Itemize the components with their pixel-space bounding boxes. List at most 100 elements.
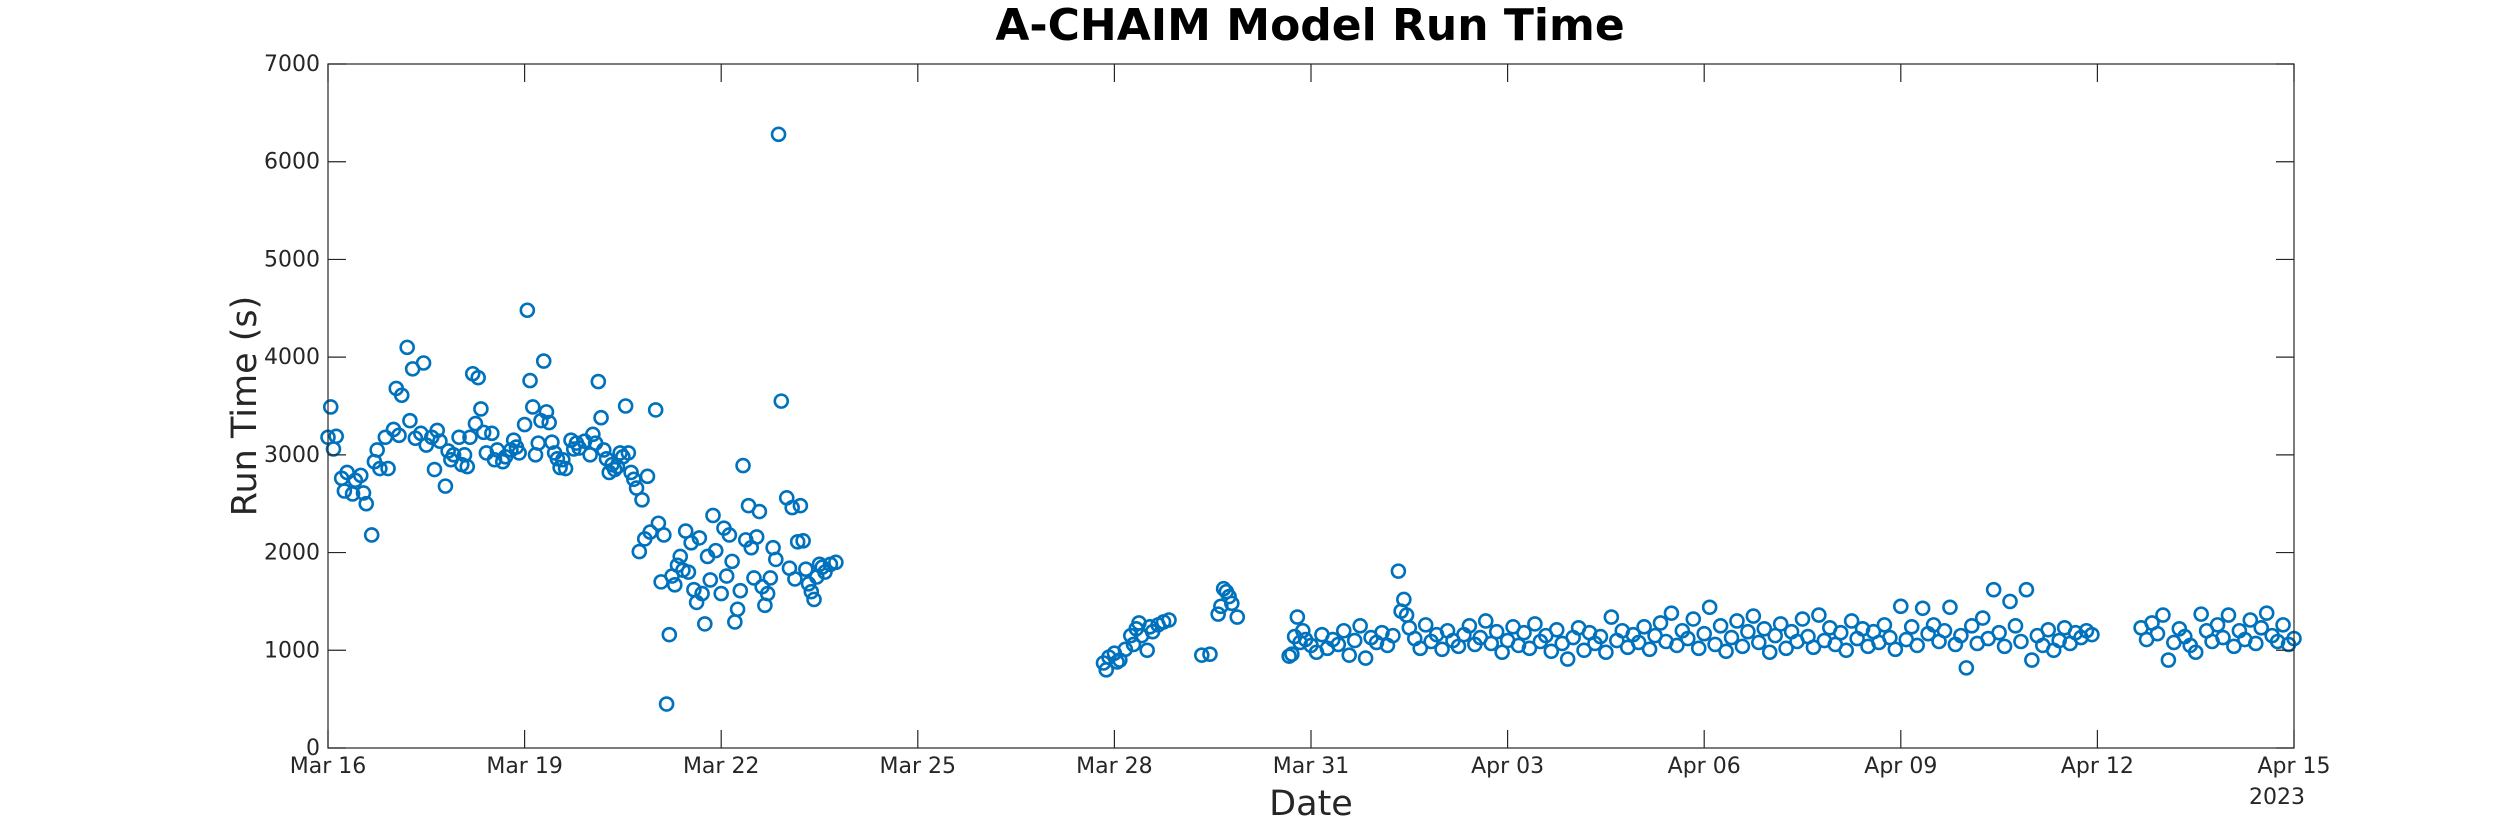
y-tick-label: 5000 (264, 247, 320, 272)
data-point (721, 527, 738, 543)
data-point (1636, 619, 1652, 635)
data-point (1707, 636, 1723, 653)
data-point (426, 461, 443, 478)
data-point (1991, 624, 2007, 641)
data-point (328, 428, 344, 445)
x-tick-label: Apr 06 (1668, 754, 1741, 779)
data-point (590, 373, 607, 390)
data-point (1284, 646, 1300, 662)
data-point (1125, 636, 1142, 653)
data-point (1352, 618, 1368, 634)
x-tick-label: Mar 16 (290, 754, 367, 779)
data-point (2247, 635, 2264, 652)
data-point (1417, 617, 1434, 633)
data-point (1630, 634, 1647, 651)
data-point (746, 570, 762, 586)
data-point (519, 302, 536, 319)
x-tick-label: Apr 15 (2257, 754, 2330, 779)
data-point (647, 402, 664, 418)
data-point (1811, 607, 1827, 623)
data-point (505, 432, 522, 449)
data-point (516, 416, 533, 433)
data-point (524, 399, 541, 415)
data-point (1335, 622, 1352, 639)
data-point (2193, 606, 2209, 622)
y-tick-label: 7000 (264, 52, 320, 77)
data-point (661, 626, 678, 643)
data-point (1740, 623, 1756, 640)
data-point (2242, 612, 2259, 628)
data-point (656, 527, 672, 543)
data-point (1202, 646, 1218, 662)
data-point (1909, 637, 1925, 654)
data-point (773, 393, 790, 409)
data-point (459, 458, 476, 475)
data-point (1963, 618, 1980, 634)
data-point (658, 696, 675, 712)
data-point (798, 561, 814, 577)
data-point (541, 414, 557, 431)
data-point (393, 387, 410, 404)
data-point (768, 551, 784, 568)
data-point (729, 601, 746, 618)
data-point (1680, 630, 1696, 647)
data-point (1974, 610, 1991, 626)
data-point (1712, 618, 1729, 634)
data-point (784, 499, 800, 516)
data-point (391, 427, 407, 444)
data-point (380, 460, 396, 477)
data-point (544, 434, 560, 450)
data-point (1434, 641, 1450, 658)
data-point (1701, 599, 1718, 616)
data-point (538, 404, 555, 420)
data-point (702, 572, 719, 588)
y-tick-label: 4000 (264, 345, 320, 370)
data-point (751, 503, 768, 520)
data-point (1718, 643, 1734, 660)
data-point (593, 409, 609, 426)
data-point (1289, 609, 1306, 625)
data-point (1193, 647, 1210, 663)
data-point (803, 583, 820, 600)
data-point (557, 460, 574, 477)
data-point (1832, 624, 1849, 641)
data-point (631, 543, 648, 560)
data-point (1548, 621, 1565, 638)
data-point (1805, 639, 1822, 656)
data-point (1778, 640, 1794, 657)
data-point (1751, 634, 1767, 651)
data-point (2149, 625, 2166, 642)
data-point (1210, 606, 1226, 622)
data-point (787, 571, 803, 587)
y-tick-label: 3000 (264, 443, 320, 468)
data-point (355, 485, 372, 501)
x-tick-label: Mar 31 (1273, 754, 1350, 779)
data-point (429, 422, 446, 439)
data-point (1516, 624, 1532, 641)
data-point (555, 451, 571, 468)
data-point (402, 412, 418, 429)
data-point (1745, 608, 1762, 624)
data-point (451, 429, 467, 446)
y-tick-label: 1000 (264, 638, 320, 663)
data-point (535, 353, 552, 369)
data-point (1412, 640, 1429, 657)
data-point (2013, 633, 2029, 650)
data-point (1794, 611, 1811, 627)
x-tick-label: Apr 09 (1864, 754, 1937, 779)
data-point (1396, 591, 1412, 608)
data-point (680, 564, 697, 580)
data-point (1139, 642, 1155, 659)
data-point (358, 495, 375, 512)
data-point (1117, 641, 1134, 658)
y-tick-label: 6000 (264, 150, 320, 175)
data-point (1942, 599, 1958, 616)
data-point (1346, 632, 1363, 649)
x-axis-label: Date (1269, 784, 1353, 824)
x-tick-label: Mar 22 (683, 754, 760, 779)
data-point (620, 445, 637, 461)
data-point (1772, 616, 1789, 632)
plot-frame (327, 63, 2295, 749)
data-point (522, 372, 538, 389)
data-point (462, 429, 478, 446)
